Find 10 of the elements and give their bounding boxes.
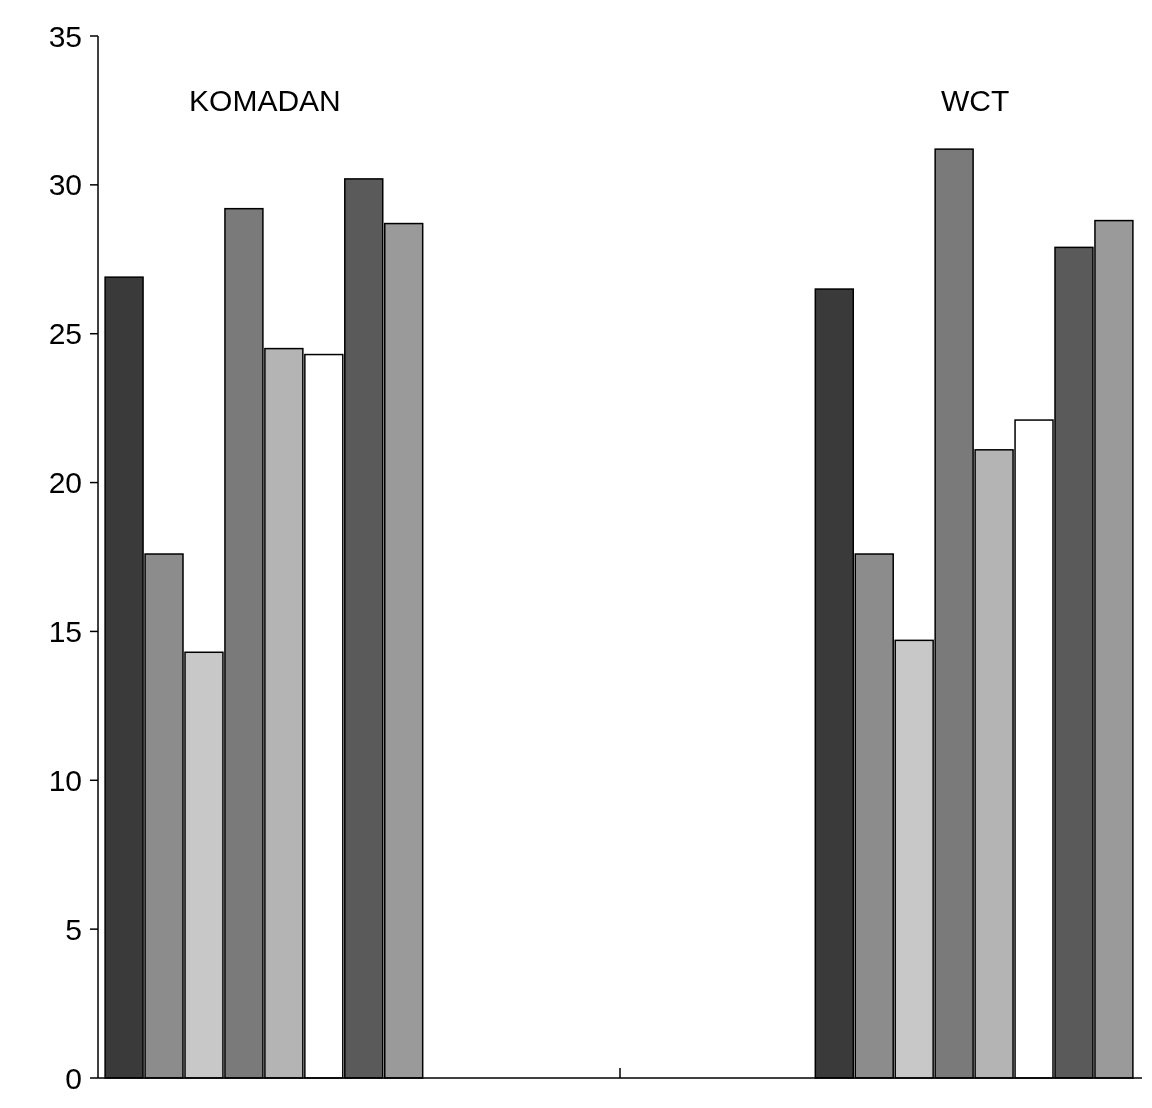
x-tick-label: KOMADAN	[189, 84, 341, 117]
x-tick-label: WCT	[940, 84, 1010, 117]
y-tick-label: 35	[48, 19, 82, 53]
y-tick-label: 10	[48, 763, 82, 797]
y-tick-label: 0	[65, 1061, 82, 1095]
y-tick-label: 30	[48, 168, 82, 202]
y-tick-label: 25	[48, 317, 82, 351]
y-tick-label: 15	[48, 614, 82, 648]
y-tick-label: 20	[48, 466, 82, 500]
y-tick-label: 5	[65, 912, 82, 946]
